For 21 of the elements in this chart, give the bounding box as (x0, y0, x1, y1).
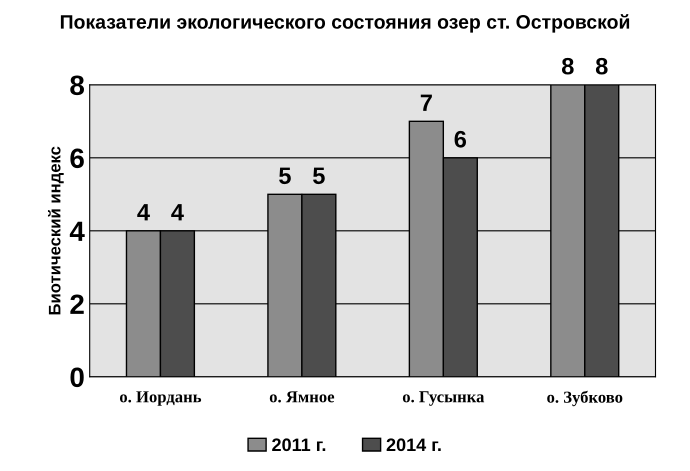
legend-label: 2011 г. (272, 438, 326, 452)
y-axis-title: Биотический индекс (48, 146, 64, 314)
chart-title: Показатели экологического состояния озер ст. Островской (60, 14, 630, 33)
x-tick-label: о. Гусынка (402, 391, 484, 406)
y-tick-label: 0 (70, 367, 84, 388)
y-tick-label: 2 (70, 294, 84, 314)
legend-label: 2014 г. (386, 438, 441, 452)
y-tick-label: 4 (70, 222, 85, 241)
x-tick-label: о. Зубково (547, 390, 622, 406)
y-tick-label: 6 (70, 148, 84, 168)
data-label: 6 (454, 130, 466, 148)
data-label: 7 (420, 94, 432, 111)
data-label: 5 (279, 168, 291, 184)
x-tick-label: о. Ямное (270, 391, 334, 402)
data-label: 8 (562, 58, 574, 75)
data-label: 4 (137, 204, 150, 220)
data-label: 8 (596, 58, 608, 75)
y-tick-label: 8 (70, 75, 84, 96)
data-label: 4 (171, 204, 184, 220)
x-tick-label: о. Иордань (120, 391, 202, 406)
data-label: 5 (313, 168, 325, 184)
